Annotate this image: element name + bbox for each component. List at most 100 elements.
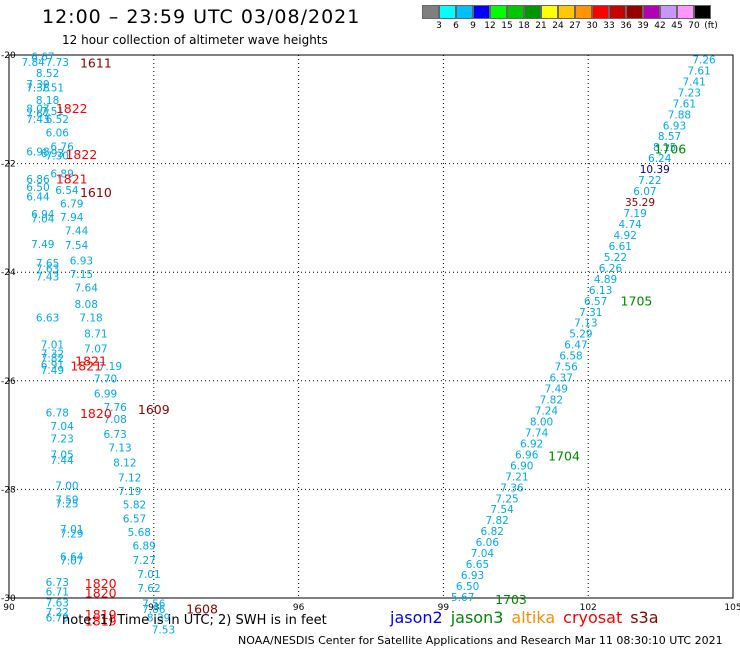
- wave-height-label: 7.94: [60, 212, 84, 224]
- wave-height-label: 6.06: [476, 537, 500, 549]
- color-scale-swatch: [677, 5, 694, 19]
- wave-height-label: 7.49: [31, 239, 54, 251]
- wave-height-label: 6.93: [461, 570, 484, 582]
- wave-height-label: 6.89: [132, 540, 155, 552]
- color-scale-label: 27: [569, 21, 581, 31]
- legend-entry-s3a: s3a: [630, 608, 659, 627]
- wave-height-label: 7.05: [50, 450, 73, 462]
- legend-entry-jason3: jason3: [450, 608, 504, 627]
- wave-height-label: 7.41: [682, 76, 705, 88]
- pass-time-label: 1822: [65, 147, 97, 162]
- wave-height-label: 7.04: [50, 421, 74, 433]
- color-scale-swatch: [490, 5, 507, 19]
- color-scale-label: 6: [453, 21, 459, 31]
- color-scale-label: 33: [603, 21, 615, 31]
- color-scale-label: 3: [436, 21, 442, 31]
- pass-time-label: 1608: [186, 601, 218, 616]
- wave-height-label: 7.44: [65, 225, 89, 237]
- wave-height-label: 6.57: [584, 296, 607, 308]
- color-scale-label: 30: [586, 21, 598, 31]
- wave-height-label: 7.22: [638, 175, 661, 187]
- wave-height-label: 7.25: [495, 493, 518, 505]
- wave-height-label: 7.04: [31, 214, 55, 226]
- wave-height-label: 7.86: [142, 604, 166, 616]
- wave-height-label: 7.13: [108, 443, 131, 455]
- wave-height-label: 6.82: [481, 526, 504, 538]
- pass-time-label: 1820: [80, 406, 112, 421]
- pass-time-label: 1705: [621, 294, 653, 309]
- color-scale-bar: [422, 5, 711, 19]
- wave-height-label: 7.51: [41, 83, 64, 95]
- wave-height-label: 10.39: [640, 164, 670, 176]
- wave-height-label: 4.92: [614, 230, 637, 242]
- wave-height-label: 6.73: [46, 577, 69, 589]
- color-scale-swatch: [524, 5, 541, 19]
- wave-height-label: 7.64: [75, 282, 99, 294]
- wave-height-label: 7.00: [55, 481, 78, 493]
- legend-entry-cryosat: cryosat: [563, 608, 623, 627]
- wave-height-label: 7.24: [535, 405, 559, 417]
- color-scale-label: 12: [484, 21, 496, 31]
- wave-height-label: 6.76: [50, 141, 74, 153]
- pass-time-label: 1820: [85, 586, 117, 601]
- wave-height-label: 7.15: [70, 269, 93, 281]
- wave-height-label: 7.23: [50, 433, 73, 445]
- x-tick-label: 99: [438, 603, 450, 613]
- wave-height-label: 7.82: [485, 515, 508, 527]
- color-scale-label: 24: [552, 21, 564, 31]
- wave-height-label: 7.07: [60, 556, 83, 568]
- wave-height-label: 8.00: [530, 416, 553, 428]
- y-tick-label: -20: [1, 51, 16, 61]
- wave-height-label: 7.19: [118, 486, 141, 498]
- color-scale-swatch: [626, 5, 643, 19]
- wave-height-label: 7.01: [41, 340, 64, 352]
- x-tick-label: 96: [293, 603, 305, 613]
- color-scale-label: 15: [501, 21, 513, 31]
- wave-height-label: 7.19: [99, 361, 122, 373]
- wave-height-label: 6.61: [609, 241, 632, 253]
- page-subtitle: 12 hour collection of altimeter wave hei…: [62, 33, 328, 47]
- wave-height-label: 7.12: [118, 473, 141, 485]
- wave-height-label: 7.39: [26, 79, 49, 91]
- color-scale-swatch: [609, 5, 626, 19]
- wave-height-label: 6.50: [26, 182, 49, 194]
- wave-height-label: 7.51: [41, 106, 64, 118]
- wave-height-label: 7.31: [579, 307, 602, 319]
- color-scale-swatch: [422, 5, 439, 19]
- wave-height-label: 6.13: [589, 285, 612, 297]
- wave-height-label: 6.86: [26, 174, 50, 186]
- wave-height-label: 7.84: [21, 57, 45, 69]
- pass-time-label: 1820: [85, 576, 117, 591]
- wave-height-label: 7.65: [36, 258, 59, 270]
- pass-time-label: 1819: [85, 613, 117, 628]
- plot-frame: [8, 54, 734, 599]
- color-scale-swatch: [456, 5, 473, 19]
- wave-height-label: 6.26: [599, 263, 623, 275]
- wave-height-label: 7.25: [55, 499, 78, 511]
- wave-height-label: 35.29: [625, 197, 655, 209]
- color-scale-label: 39: [637, 21, 649, 31]
- wave-height-label: 6.99: [94, 388, 117, 400]
- wave-height-label: 7.63: [36, 263, 59, 275]
- color-scale-swatch: [558, 5, 575, 19]
- wave-height-label: 8.12: [113, 457, 136, 469]
- wave-height-label: 7.01: [60, 524, 83, 536]
- wave-height-label: 7.56: [142, 599, 166, 611]
- wave-height-label: 6.07: [633, 186, 656, 198]
- wave-height-label: 7.49: [545, 384, 568, 396]
- wave-height-label: 6.37: [550, 373, 573, 385]
- color-scale-label: 21: [535, 21, 547, 31]
- wave-height-label: 7.82: [41, 353, 64, 365]
- x-tick-label: 93: [148, 603, 159, 613]
- color-scale-swatch: [575, 5, 592, 19]
- footer-credit: NOAA/NESDIS Center for Satellite Applica…: [238, 634, 723, 647]
- color-scale-swatch: [507, 5, 524, 19]
- wave-height-label: 7.23: [678, 87, 701, 99]
- wave-height-label: 6.89: [50, 168, 73, 180]
- wave-height-label: 6.58: [559, 351, 582, 363]
- wave-height-label: 7.43: [26, 114, 49, 126]
- color-scale-label: 9: [470, 21, 476, 31]
- pass-time-label: 1703: [495, 592, 527, 607]
- wave-height-label: 8.18: [36, 95, 59, 107]
- wave-height-label: 7.67: [26, 109, 49, 121]
